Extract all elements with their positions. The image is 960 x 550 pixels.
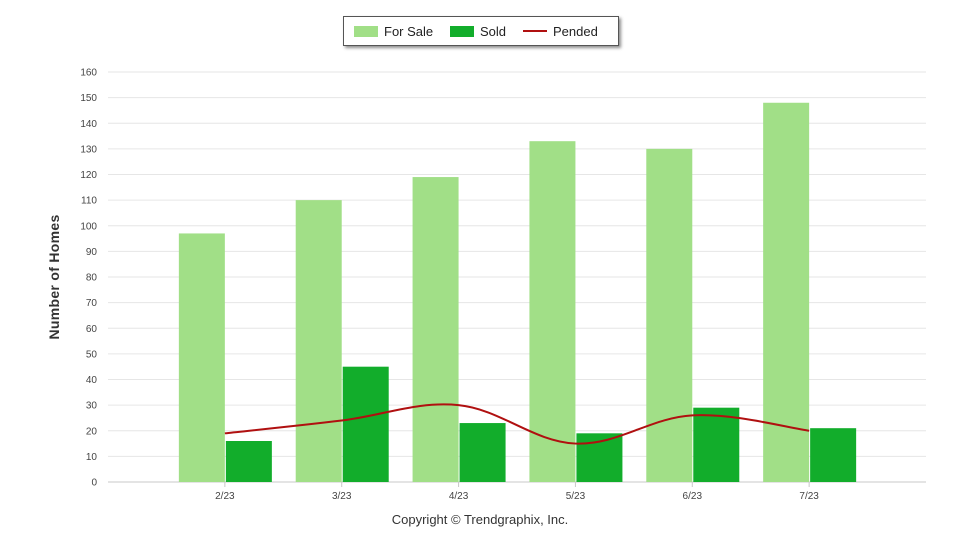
- y-tick-label: 150: [80, 93, 97, 104]
- bar-sold: [693, 407, 740, 482]
- y-tick-label: 0: [91, 478, 97, 489]
- sold-swatch-icon: [450, 25, 474, 37]
- y-tick-label: 20: [86, 426, 98, 437]
- x-tick-label: 3/23: [332, 491, 352, 502]
- y-tick-label: 70: [86, 298, 98, 309]
- bar-sold: [342, 366, 389, 482]
- x-tick-label: 7/23: [799, 491, 819, 502]
- y-tick-label: 100: [80, 221, 97, 232]
- y-tick-label: 60: [86, 324, 98, 335]
- y-tick-label: 10: [86, 452, 98, 463]
- bar-for-sale: [412, 177, 459, 482]
- x-tick-label: 2/23: [215, 491, 235, 502]
- bar-for-sale: [178, 233, 225, 482]
- legend-item-pended[interactable]: Pended: [523, 17, 598, 45]
- legend-label-pended: Pended: [553, 23, 598, 39]
- legend-label-for-sale: For Sale: [384, 23, 434, 39]
- copyright-text: Copyright © Trendgraphix, Inc.: [391, 512, 569, 527]
- y-tick-label: 130: [80, 144, 97, 155]
- legend-item-for-sale[interactable]: For Sale: [354, 17, 433, 45]
- pended-line-swatch-icon: [523, 30, 547, 32]
- y-tick-label: 110: [81, 196, 97, 207]
- bar-for-sale: [763, 102, 810, 482]
- y-tick-label: 80: [86, 273, 98, 284]
- bar-for-sale: [529, 141, 576, 482]
- for-sale-swatch-icon: [354, 25, 378, 37]
- bar-for-sale: [295, 200, 342, 482]
- y-tick-label: 120: [80, 170, 97, 181]
- bar-for-sale: [646, 148, 693, 482]
- legend: For Sale Sold Pended: [343, 16, 619, 46]
- x-tick-label: 6/23: [683, 491, 703, 502]
- y-tick-label: 40: [86, 375, 98, 386]
- y-tick-label: 50: [86, 349, 98, 360]
- y-tick-label: 140: [80, 119, 97, 130]
- bar-sold: [225, 441, 272, 482]
- legend-item-sold[interactable]: Sold: [450, 17, 506, 45]
- y-tick-label: 30: [86, 401, 98, 412]
- bar-sold: [459, 423, 506, 482]
- legend-label-sold: Sold: [480, 23, 507, 39]
- y-tick-label: 90: [86, 247, 98, 258]
- line-pended: [224, 403, 810, 445]
- x-tick-label: 4/23: [449, 491, 469, 502]
- y-tick-label: 160: [80, 68, 97, 79]
- bar-sold: [810, 428, 857, 482]
- x-tick-label: 5/23: [566, 491, 586, 502]
- y-axis-title: Number of Homes: [46, 214, 62, 340]
